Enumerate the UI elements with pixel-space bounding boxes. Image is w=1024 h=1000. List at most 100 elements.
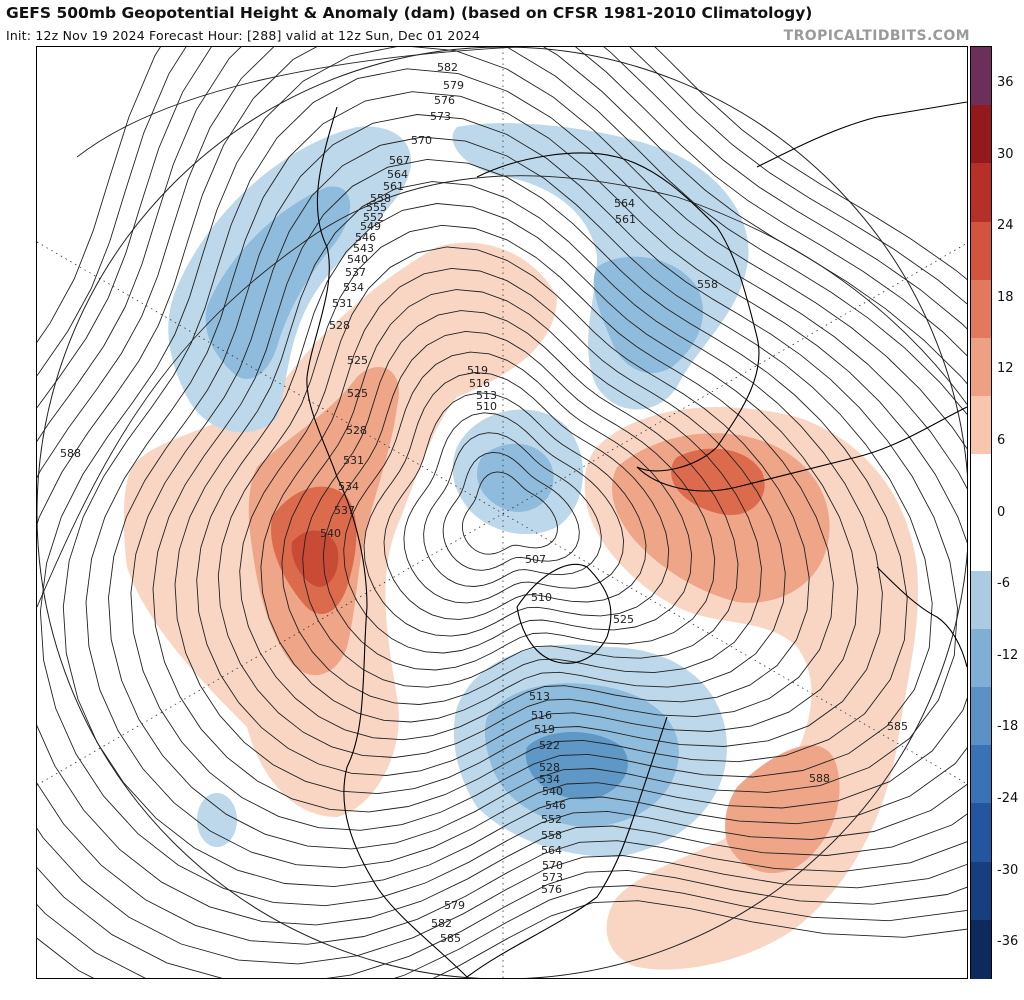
height-contour-line xyxy=(442,451,580,571)
height-contour-line xyxy=(37,47,967,978)
contour-label: 531 xyxy=(343,454,364,467)
colorbar-tick-labels: 36 30 24 18 12 6 0 -6 -12 -18 -24 -30 -36 xyxy=(993,46,1024,979)
contour-label: 534 xyxy=(539,773,560,786)
height-contour-line xyxy=(363,372,670,637)
positive-anomaly-eurasia-core xyxy=(612,433,830,603)
contour-label: 558 xyxy=(697,278,718,291)
colorbar-segment xyxy=(971,745,991,804)
height-contour-line xyxy=(239,246,810,741)
contour-label: 540 xyxy=(320,527,341,540)
colorbar-tick-label: 0 xyxy=(997,504,1006,520)
meridian-line xyxy=(37,242,967,786)
height-contour-line xyxy=(130,136,933,831)
coastline-europe xyxy=(636,406,967,492)
polar-map: 5825795765735705675645615585555525495465… xyxy=(37,47,967,978)
height-contour-line xyxy=(37,47,967,926)
height-contour-line xyxy=(37,47,967,945)
colorbar-tick-label: -24 xyxy=(997,791,1019,806)
contour-label: 582 xyxy=(431,917,452,930)
contour-label: 519 xyxy=(467,364,488,377)
coastline-greenland xyxy=(516,563,612,664)
contour-label: 528 xyxy=(346,424,367,437)
colorbar-tick-label: 30 xyxy=(997,146,1014,162)
height-contour-line xyxy=(37,47,967,978)
colorbar-tick-label: 18 xyxy=(997,289,1014,305)
contour-label: 519 xyxy=(534,723,555,736)
source-credit: TROPICALTIDBITS.COM xyxy=(783,28,970,44)
height-contour-line xyxy=(76,47,518,158)
height-contour-line xyxy=(108,114,958,850)
colorbar-segment xyxy=(971,105,991,164)
colorbar-tick-label: 6 xyxy=(997,433,1006,448)
colorbar-segment xyxy=(971,861,991,921)
positive-anomaly-eurasia-max xyxy=(671,448,765,516)
height-contours xyxy=(37,47,967,978)
contour-labels: 5825795765735705675645615585555525495465… xyxy=(60,61,908,945)
contour-label: 543 xyxy=(353,242,374,255)
contour-label: 537 xyxy=(334,504,355,517)
colorbar-tick-label: -18 xyxy=(997,719,1019,735)
height-contour-line xyxy=(174,181,883,795)
contour-label: 546 xyxy=(545,799,566,812)
colorbar-tick-label: -36 xyxy=(997,934,1019,950)
contour-label: 585 xyxy=(887,720,908,733)
contour-label: 528 xyxy=(329,319,350,332)
contour-label: 552 xyxy=(541,813,562,826)
colorbar-segment xyxy=(971,396,991,455)
contour-label: 573 xyxy=(542,871,563,884)
contour-label: 510 xyxy=(476,400,497,413)
header: GEFS 500mb Geopotential Height & Anomaly… xyxy=(6,4,1018,44)
contour-label: 579 xyxy=(443,79,464,92)
height-contour-line xyxy=(37,47,967,978)
colorbar-segment xyxy=(971,221,991,281)
height-contour-line xyxy=(343,351,693,654)
contour-label: 531 xyxy=(332,297,353,310)
coastline-africa xyxy=(876,566,967,668)
height-contour-line xyxy=(383,392,647,620)
contour-label: 576 xyxy=(541,883,562,896)
contour-label: 564 xyxy=(387,168,408,181)
contour-label: 516 xyxy=(469,377,490,390)
contour-label: 561 xyxy=(615,213,636,226)
height-contour-line xyxy=(423,432,602,587)
contour-label: 555 xyxy=(366,201,387,214)
graticule xyxy=(37,47,967,978)
height-contour-line xyxy=(152,158,908,813)
contour-label: 564 xyxy=(541,844,562,857)
contour-label: 552 xyxy=(363,211,384,224)
contour-label: 570 xyxy=(542,859,563,872)
height-contour-line xyxy=(62,68,967,888)
contour-label: 534 xyxy=(338,480,359,493)
colorbar-segment xyxy=(971,279,991,339)
contour-label: 564 xyxy=(614,197,635,210)
colorbar-segment xyxy=(971,163,991,223)
colorbar-segment xyxy=(971,570,991,630)
contour-label: 537 xyxy=(345,266,366,279)
contour-label: 528 xyxy=(539,761,560,774)
contour-label: 516 xyxy=(531,709,552,722)
height-contour-line xyxy=(302,310,739,688)
contour-label: 561 xyxy=(383,180,404,193)
contour-label: 570 xyxy=(411,134,432,147)
contour-label: 558 xyxy=(370,192,391,205)
height-contour-line xyxy=(461,471,558,555)
contour-label: 588 xyxy=(809,772,830,785)
contour-label: 522 xyxy=(539,739,560,752)
colorbar-tick-label: -30 xyxy=(997,862,1019,878)
contour-label: 582 xyxy=(437,61,458,74)
colorbar-segment xyxy=(971,512,991,572)
coastline-eurasia-north xyxy=(476,152,760,472)
contour-label: 573 xyxy=(430,110,451,123)
contour-label: 513 xyxy=(476,389,497,402)
height-contour-line xyxy=(39,47,967,907)
colorbar-tick-label: 36 xyxy=(997,75,1014,90)
coastlines xyxy=(306,101,967,978)
colorbar-tick-label: 24 xyxy=(997,218,1014,234)
contour-label: 534 xyxy=(343,281,364,294)
colorbar-segment xyxy=(971,47,991,106)
coastline-north-america-east xyxy=(466,716,668,978)
height-contour-line xyxy=(217,224,834,758)
colorbar-tick-label: 12 xyxy=(997,361,1014,377)
contour-label: 546 xyxy=(355,231,376,244)
colorbar-segment xyxy=(971,919,991,979)
